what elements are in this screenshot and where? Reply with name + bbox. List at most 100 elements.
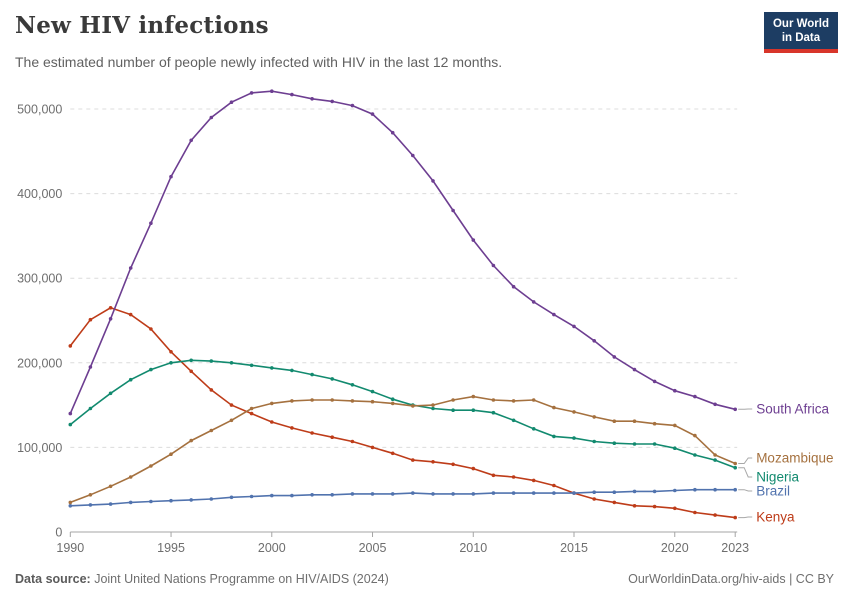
data-point-mozambique[interactable] [149, 464, 153, 468]
data-point-nigeria[interactable] [330, 377, 335, 381]
data-point-brazil[interactable] [209, 497, 214, 501]
data-point-nigeria[interactable] [431, 406, 435, 411]
data-point-brazil[interactable] [612, 490, 617, 495]
data-point-south-africa[interactable] [270, 89, 274, 93]
data-point-mozambique[interactable] [350, 399, 355, 403]
data-point-brazil[interactable] [310, 493, 314, 497]
data-point-south-africa[interactable] [652, 379, 657, 384]
data-point-nigeria[interactable] [270, 366, 274, 370]
data-point-brazil[interactable] [270, 493, 274, 498]
data-point-brazil[interactable] [128, 500, 133, 505]
data-point-kenya[interactable] [310, 431, 314, 435]
data-point-nigeria[interactable] [612, 441, 617, 446]
data-point-south-africa[interactable] [471, 238, 476, 242]
data-point-mozambique[interactable] [572, 410, 576, 414]
data-point-mozambique[interactable] [189, 438, 193, 443]
data-point-mozambique[interactable] [68, 500, 73, 505]
data-point-south-africa[interactable] [310, 97, 314, 101]
data-point-nigeria[interactable] [249, 363, 254, 368]
data-point-nigeria[interactable] [390, 397, 395, 402]
data-point-kenya[interactable] [108, 306, 113, 310]
data-point-south-africa[interactable] [68, 411, 73, 416]
data-point-south-africa[interactable] [693, 394, 697, 399]
data-point-kenya[interactable] [491, 473, 496, 478]
data-point-mozambique[interactable] [411, 404, 415, 408]
data-point-south-africa[interactable] [451, 208, 455, 213]
data-point-brazil[interactable] [290, 493, 294, 498]
data-point-mozambique[interactable] [209, 428, 214, 433]
data-point-nigeria[interactable] [370, 389, 375, 394]
data-point-kenya[interactable] [68, 344, 73, 348]
data-point-nigeria[interactable] [673, 446, 677, 451]
data-point-south-africa[interactable] [330, 99, 335, 104]
data-point-nigeria[interactable] [88, 406, 93, 411]
data-point-kenya[interactable] [471, 466, 476, 471]
data-point-mozambique[interactable] [713, 453, 717, 457]
data-point-mozambique[interactable] [531, 398, 536, 402]
data-point-kenya[interactable] [531, 478, 536, 483]
data-point-mozambique[interactable] [310, 398, 314, 402]
data-point-south-africa[interactable] [612, 355, 617, 359]
data-point-brazil[interactable] [632, 489, 637, 494]
data-point-south-africa[interactable] [370, 112, 375, 116]
data-point-brazil[interactable] [451, 492, 455, 496]
data-point-kenya[interactable] [189, 369, 193, 374]
credit-link[interactable]: OurWorldinData.org/hiv-aids | CC BY [628, 572, 834, 586]
data-point-nigeria[interactable] [209, 359, 214, 363]
data-point-kenya[interactable] [290, 426, 294, 430]
data-point-brazil[interactable] [713, 487, 717, 492]
data-point-brazil[interactable] [330, 493, 335, 497]
data-point-kenya[interactable] [169, 350, 173, 354]
data-point-kenya[interactable] [270, 420, 274, 424]
data-point-nigeria[interactable] [149, 367, 153, 372]
data-point-nigeria[interactable] [189, 358, 193, 363]
data-point-brazil[interactable] [169, 498, 173, 503]
data-point-nigeria[interactable] [471, 408, 476, 413]
data-point-south-africa[interactable] [411, 153, 415, 158]
data-point-brazil[interactable] [531, 491, 536, 495]
data-point-mozambique[interactable] [370, 399, 375, 404]
data-point-south-africa[interactable] [390, 130, 395, 135]
data-point-brazil[interactable] [693, 487, 697, 492]
data-point-kenya[interactable] [652, 504, 657, 509]
data-point-nigeria[interactable] [229, 361, 234, 365]
data-point-kenya[interactable] [370, 445, 375, 450]
data-point-south-africa[interactable] [713, 402, 717, 407]
data-point-kenya[interactable] [431, 460, 435, 464]
data-point-nigeria[interactable] [733, 465, 737, 470]
data-point-kenya[interactable] [612, 500, 617, 505]
data-point-kenya[interactable] [733, 515, 737, 520]
data-point-nigeria[interactable] [350, 383, 355, 387]
data-point-mozambique[interactable] [491, 398, 496, 402]
data-point-brazil[interactable] [673, 488, 677, 493]
data-point-mozambique[interactable] [431, 403, 435, 407]
data-point-kenya[interactable] [713, 513, 717, 517]
data-point-mozambique[interactable] [552, 405, 556, 410]
series-line-south-africa[interactable] [69, 90, 736, 414]
data-point-south-africa[interactable] [209, 115, 214, 120]
data-point-mozambique[interactable] [229, 418, 234, 423]
data-point-brazil[interactable] [249, 494, 254, 499]
data-point-kenya[interactable] [451, 462, 455, 467]
data-point-kenya[interactable] [209, 388, 214, 392]
data-point-mozambique[interactable] [128, 475, 133, 479]
data-point-brazil[interactable] [68, 504, 73, 508]
data-point-south-africa[interactable] [673, 388, 677, 393]
data-point-mozambique[interactable] [652, 421, 657, 426]
data-point-south-africa[interactable] [531, 300, 536, 304]
data-point-mozambique[interactable] [390, 401, 395, 406]
data-point-south-africa[interactable] [592, 339, 596, 343]
data-point-south-africa[interactable] [511, 284, 516, 289]
data-point-south-africa[interactable] [350, 103, 355, 108]
data-point-south-africa[interactable] [733, 407, 737, 412]
data-point-kenya[interactable] [128, 312, 133, 317]
data-point-mozambique[interactable] [612, 419, 617, 424]
data-point-brazil[interactable] [411, 491, 415, 495]
data-point-brazil[interactable] [572, 491, 576, 495]
data-point-south-africa[interactable] [149, 221, 153, 225]
data-point-kenya[interactable] [693, 510, 697, 515]
data-point-mozambique[interactable] [693, 433, 697, 438]
data-point-kenya[interactable] [330, 435, 335, 440]
data-point-brazil[interactable] [149, 499, 153, 504]
series-label-nigeria[interactable]: Nigeria [756, 470, 799, 485]
